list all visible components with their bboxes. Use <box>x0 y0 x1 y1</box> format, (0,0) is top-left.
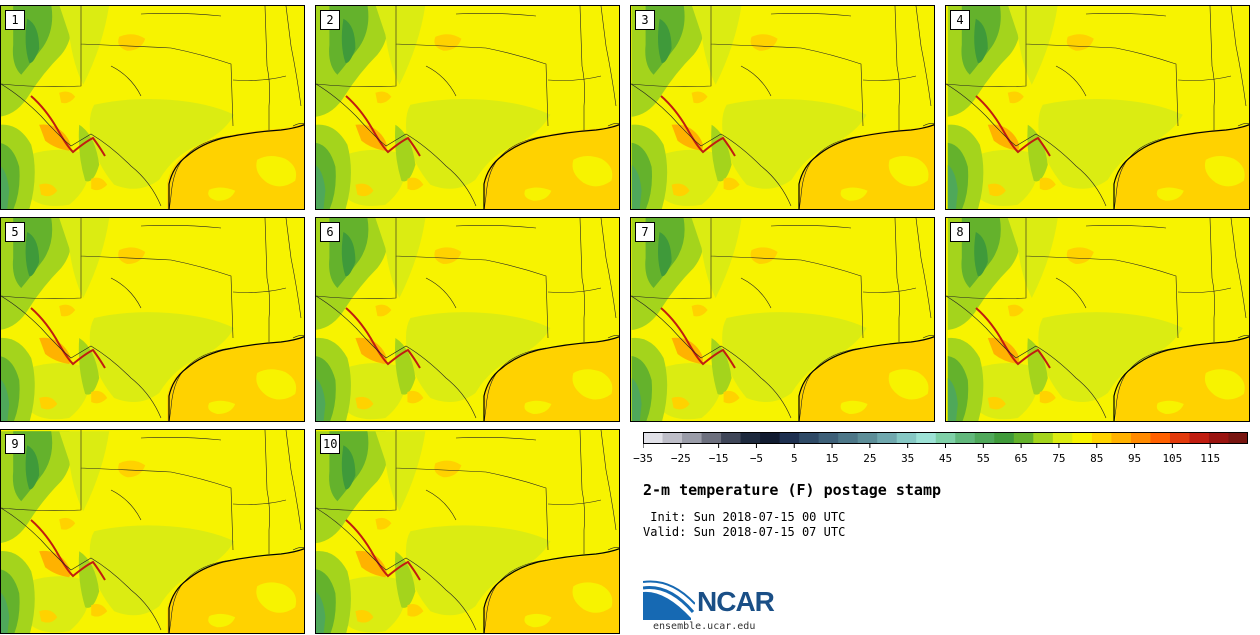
member-map-2: 2 <box>315 5 620 210</box>
colorbar-swatch <box>916 432 937 444</box>
member-number-9: 9 <box>5 434 25 454</box>
temperature-field <box>631 218 934 421</box>
member-number-5: 5 <box>5 222 25 242</box>
colorbar-tick-label: 45 <box>938 452 953 465</box>
colorbar-swatch <box>896 432 917 444</box>
colorbar-swatch <box>1130 432 1151 444</box>
chart-title: 2-m temperature (F) postage stamp <box>643 481 942 499</box>
colorbar-swatch <box>935 432 956 444</box>
temperature-field <box>316 6 619 209</box>
colorbar-swatch <box>838 432 859 444</box>
colorbar-swatch <box>818 432 839 444</box>
colorbar-swatch <box>760 432 781 444</box>
member-number-7: 7 <box>635 222 655 242</box>
member-number-2: 2 <box>320 10 340 30</box>
colorbar-swatch <box>857 432 878 444</box>
colorbar-border <box>643 432 1248 444</box>
member-map-10: 10 <box>315 429 620 634</box>
member-map-7: 7 <box>630 217 935 422</box>
colorbar-tick-label: 115 <box>1200 452 1221 465</box>
colorbar-tick-label: 85 <box>1090 452 1104 465</box>
member-number-10: 10 <box>320 434 341 454</box>
colorbar-tick-label: 25 <box>863 452 877 465</box>
colorbar-tick-label: 15 <box>825 452 839 465</box>
colorbar-tick-label: 35 <box>901 452 915 465</box>
colorbar-tick-label: −15 <box>708 452 729 465</box>
temperature-field <box>631 6 934 209</box>
colorbar-tick-label: 55 <box>976 452 990 465</box>
colorbar-swatch <box>1091 432 1112 444</box>
colorbar-swatch <box>740 432 761 444</box>
temperature-field <box>1 218 304 421</box>
member-number-6: 6 <box>320 222 340 242</box>
colorbar-swatch <box>643 432 664 444</box>
colorbar-swatch <box>1013 432 1034 444</box>
init-time: Init: Sun 2018-07-15 00 UTC <box>643 510 846 524</box>
colorbar-tick-label: 95 <box>1127 452 1142 465</box>
colorbar-swatch <box>799 432 820 444</box>
temperature-field <box>1 430 304 633</box>
colorbar-swatch <box>682 432 703 444</box>
ncar-logo-text: NCAR <box>697 586 775 617</box>
ncar-logo-icon <box>643 580 695 620</box>
colorbar-swatch <box>955 432 976 444</box>
temperature-field <box>316 218 619 421</box>
colorbar-swatch <box>1150 432 1171 444</box>
temperature-field <box>946 6 1249 209</box>
colorbar-swatch <box>1208 432 1229 444</box>
colorbar-tick-label: 75 <box>1052 452 1066 465</box>
colorbar-tick-label: 5 <box>790 452 798 465</box>
colorbar-swatch <box>974 432 995 444</box>
valid-time: Valid: Sun 2018-07-15 07 UTC <box>643 525 846 539</box>
colorbar-swatch <box>1052 432 1073 444</box>
colorbar-tick-label: −25 <box>670 452 691 465</box>
member-number-3: 3 <box>635 10 655 30</box>
temperature-field <box>946 218 1249 421</box>
colorbar-swatch <box>662 432 683 444</box>
member-number-1: 1 <box>5 10 25 30</box>
colorbar-swatch <box>1033 432 1054 444</box>
member-map-8: 8 <box>945 217 1250 422</box>
website-url: ensemble.ucar.edu <box>653 621 756 632</box>
member-map-1: 1 <box>0 5 305 210</box>
temperature-field <box>1 6 304 209</box>
member-number-8: 8 <box>950 222 970 242</box>
colorbar-tick-label: 105 <box>1162 452 1183 465</box>
colorbar-swatch <box>701 432 722 444</box>
colorbar-tick-label: −35 <box>633 452 653 465</box>
colorbar-tick-label: −5 <box>749 452 764 465</box>
colorbar-swatch <box>721 432 742 444</box>
colorbar-swatch <box>1189 432 1210 444</box>
colorbar-swatch <box>1072 432 1093 444</box>
colorbar-swatch <box>1111 432 1132 444</box>
member-map-9: 9 <box>0 429 305 634</box>
temperature-field <box>316 430 619 633</box>
colorbar-swatch <box>994 432 1015 444</box>
colorbar-swatch <box>1228 432 1248 444</box>
temperature-colorbar <box>643 432 1248 448</box>
colorbar-tick-labels: −35 −25 −15 −5 5 15 25 35 45 55 65 75 85 95 105 115 <box>633 452 1248 468</box>
member-map-6: 6 <box>315 217 620 422</box>
colorbar-swatch <box>1169 432 1190 444</box>
member-number-4: 4 <box>950 10 970 30</box>
colorbar-swatch <box>877 432 898 444</box>
colorbar-swatch <box>779 432 800 444</box>
member-map-4: 4 <box>945 5 1250 210</box>
member-map-5: 5 <box>0 217 305 422</box>
colorbar-tick-label: 65 <box>1014 452 1028 465</box>
member-map-3: 3 <box>630 5 935 210</box>
